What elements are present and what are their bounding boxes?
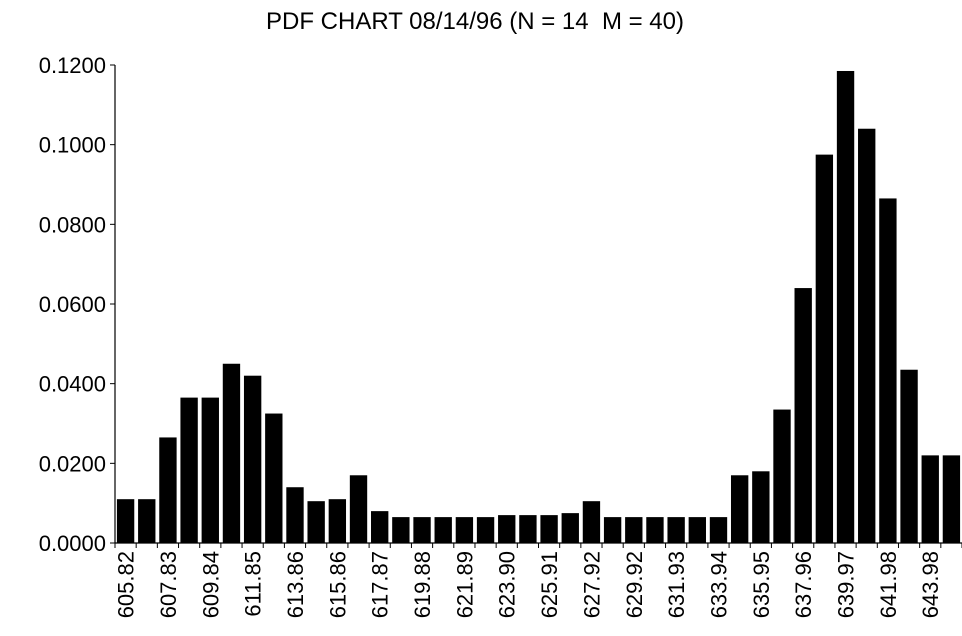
x-tick-label: 633.94 (706, 551, 731, 618)
bar (455, 517, 474, 543)
bar (434, 517, 452, 543)
bar (519, 515, 537, 543)
bar (265, 413, 283, 543)
y-tick-label: 0.0000 (39, 531, 106, 556)
x-tick-label: 639.97 (834, 551, 859, 618)
x-tick-label: 631.93 (664, 551, 689, 618)
bar (667, 517, 685, 543)
x-tick-label: 605.82 (114, 551, 139, 618)
x-tick-label: 617.87 (368, 551, 393, 618)
bar (879, 198, 897, 543)
x-tick-label: 627.92 (579, 551, 604, 618)
bar (116, 499, 135, 543)
bar (328, 499, 347, 543)
bar (603, 517, 622, 543)
bar (625, 517, 643, 543)
chart-title: PDF CHART 08/14/96 (N = 14 M = 40) (266, 8, 684, 35)
bar (561, 513, 579, 544)
bar (243, 375, 262, 543)
bar (201, 397, 219, 543)
y-tick-label: 0.0200 (39, 451, 106, 476)
x-tick-label: 613.86 (283, 551, 308, 618)
x-tick-label: 615.86 (325, 551, 350, 618)
y-tick-label: 0.0400 (39, 372, 106, 397)
bar (498, 515, 516, 543)
bar (921, 455, 939, 543)
bar (371, 511, 389, 543)
bar (413, 517, 431, 543)
bar (138, 499, 156, 543)
y-tick-label: 0.0800 (39, 212, 106, 237)
bar (942, 455, 961, 543)
bar (582, 501, 601, 543)
x-tick-label: 629.92 (622, 551, 647, 618)
x-tick-label: 643.98 (918, 551, 943, 618)
bar (836, 70, 855, 543)
x-tick-label: 611.85 (241, 551, 266, 617)
x-tick-label: 619.88 (410, 551, 435, 618)
bar (159, 437, 177, 543)
bar (286, 487, 304, 543)
x-tick-label: 625.91 (537, 551, 562, 618)
bar (794, 288, 812, 543)
bar (752, 471, 770, 543)
bar (858, 128, 876, 544)
x-tick-label: 607.83 (156, 551, 181, 618)
bar (392, 517, 410, 543)
bar (773, 409, 791, 543)
bar (815, 154, 834, 543)
bar (646, 517, 664, 543)
x-tick-label: 641.98 (876, 551, 901, 618)
x-tick-label: 635.95 (749, 551, 774, 618)
bar (349, 475, 368, 543)
bar (900, 369, 918, 543)
bar (730, 475, 749, 543)
x-tick-label: 609.84 (198, 551, 223, 618)
bar (307, 501, 325, 543)
x-tick-label: 623.90 (495, 551, 520, 618)
bar (180, 397, 198, 543)
bar (222, 363, 241, 543)
y-tick-label: 0.0600 (39, 292, 106, 317)
bar (688, 517, 706, 543)
bar (709, 517, 728, 543)
y-tick-label: 0.1200 (39, 53, 106, 78)
bar (476, 517, 495, 543)
x-tick-label: 637.96 (791, 551, 816, 618)
x-tick-label: 621.89 (452, 551, 477, 618)
bar (540, 515, 558, 543)
y-tick-label: 0.1000 (39, 133, 106, 158)
